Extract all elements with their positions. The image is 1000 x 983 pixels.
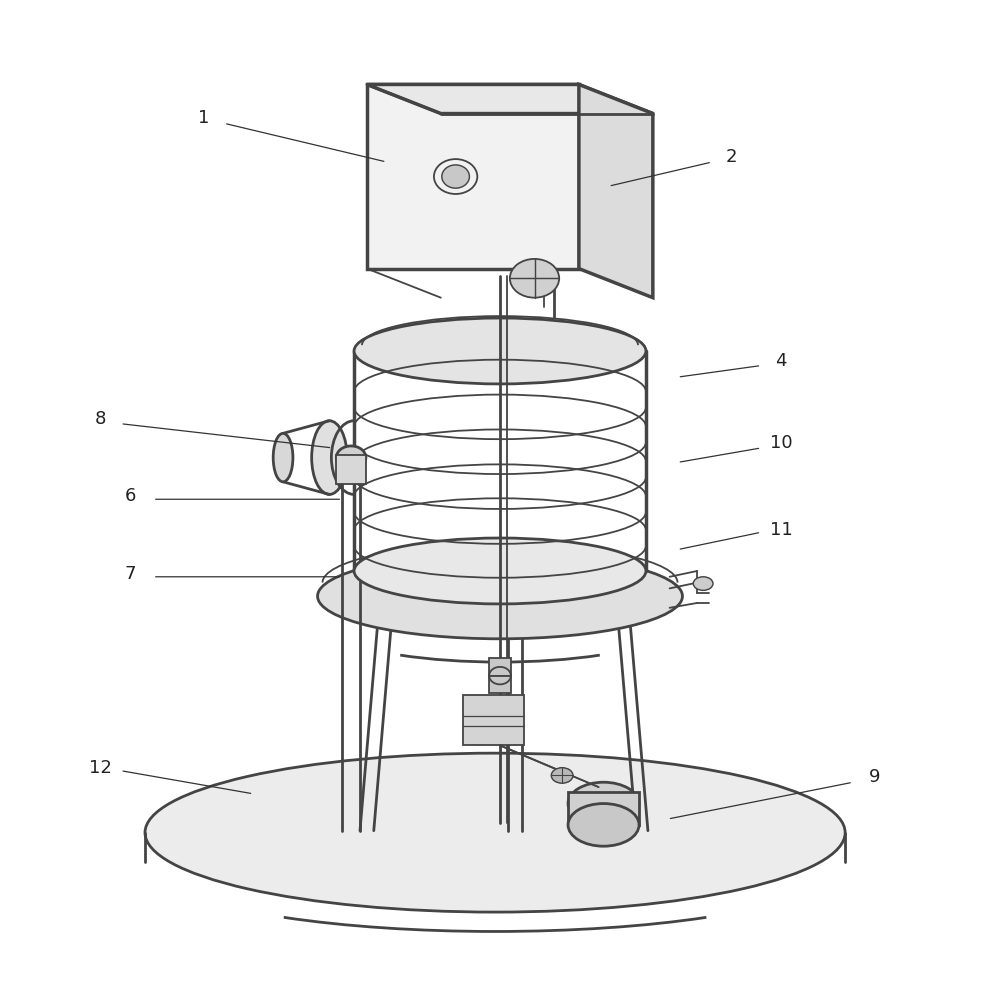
Text: 6: 6	[125, 488, 136, 505]
Text: 10: 10	[770, 434, 792, 452]
Bar	[336, 455, 366, 484]
Polygon shape	[367, 85, 579, 268]
Ellipse shape	[318, 553, 682, 639]
Polygon shape	[579, 85, 653, 298]
Text: 9: 9	[869, 769, 880, 786]
Text: 7: 7	[124, 565, 136, 583]
Ellipse shape	[568, 803, 639, 846]
Ellipse shape	[354, 538, 646, 604]
Ellipse shape	[312, 421, 347, 494]
Ellipse shape	[568, 782, 639, 825]
Text: 2: 2	[726, 148, 737, 166]
Text: 4: 4	[775, 352, 787, 370]
Ellipse shape	[442, 165, 469, 188]
Ellipse shape	[693, 577, 713, 591]
Ellipse shape	[336, 446, 366, 469]
Text: 11: 11	[770, 521, 792, 540]
Ellipse shape	[145, 753, 845, 912]
Text: 1: 1	[198, 109, 210, 128]
Ellipse shape	[354, 318, 646, 384]
Bar	[463, 695, 524, 745]
Bar	[568, 792, 639, 825]
Text: 12: 12	[89, 759, 112, 777]
Bar	[489, 675, 511, 693]
Bar	[489, 659, 511, 675]
Ellipse shape	[273, 434, 293, 482]
Polygon shape	[367, 85, 653, 114]
Ellipse shape	[551, 768, 573, 783]
Ellipse shape	[510, 259, 559, 298]
Text: 8: 8	[95, 410, 106, 428]
